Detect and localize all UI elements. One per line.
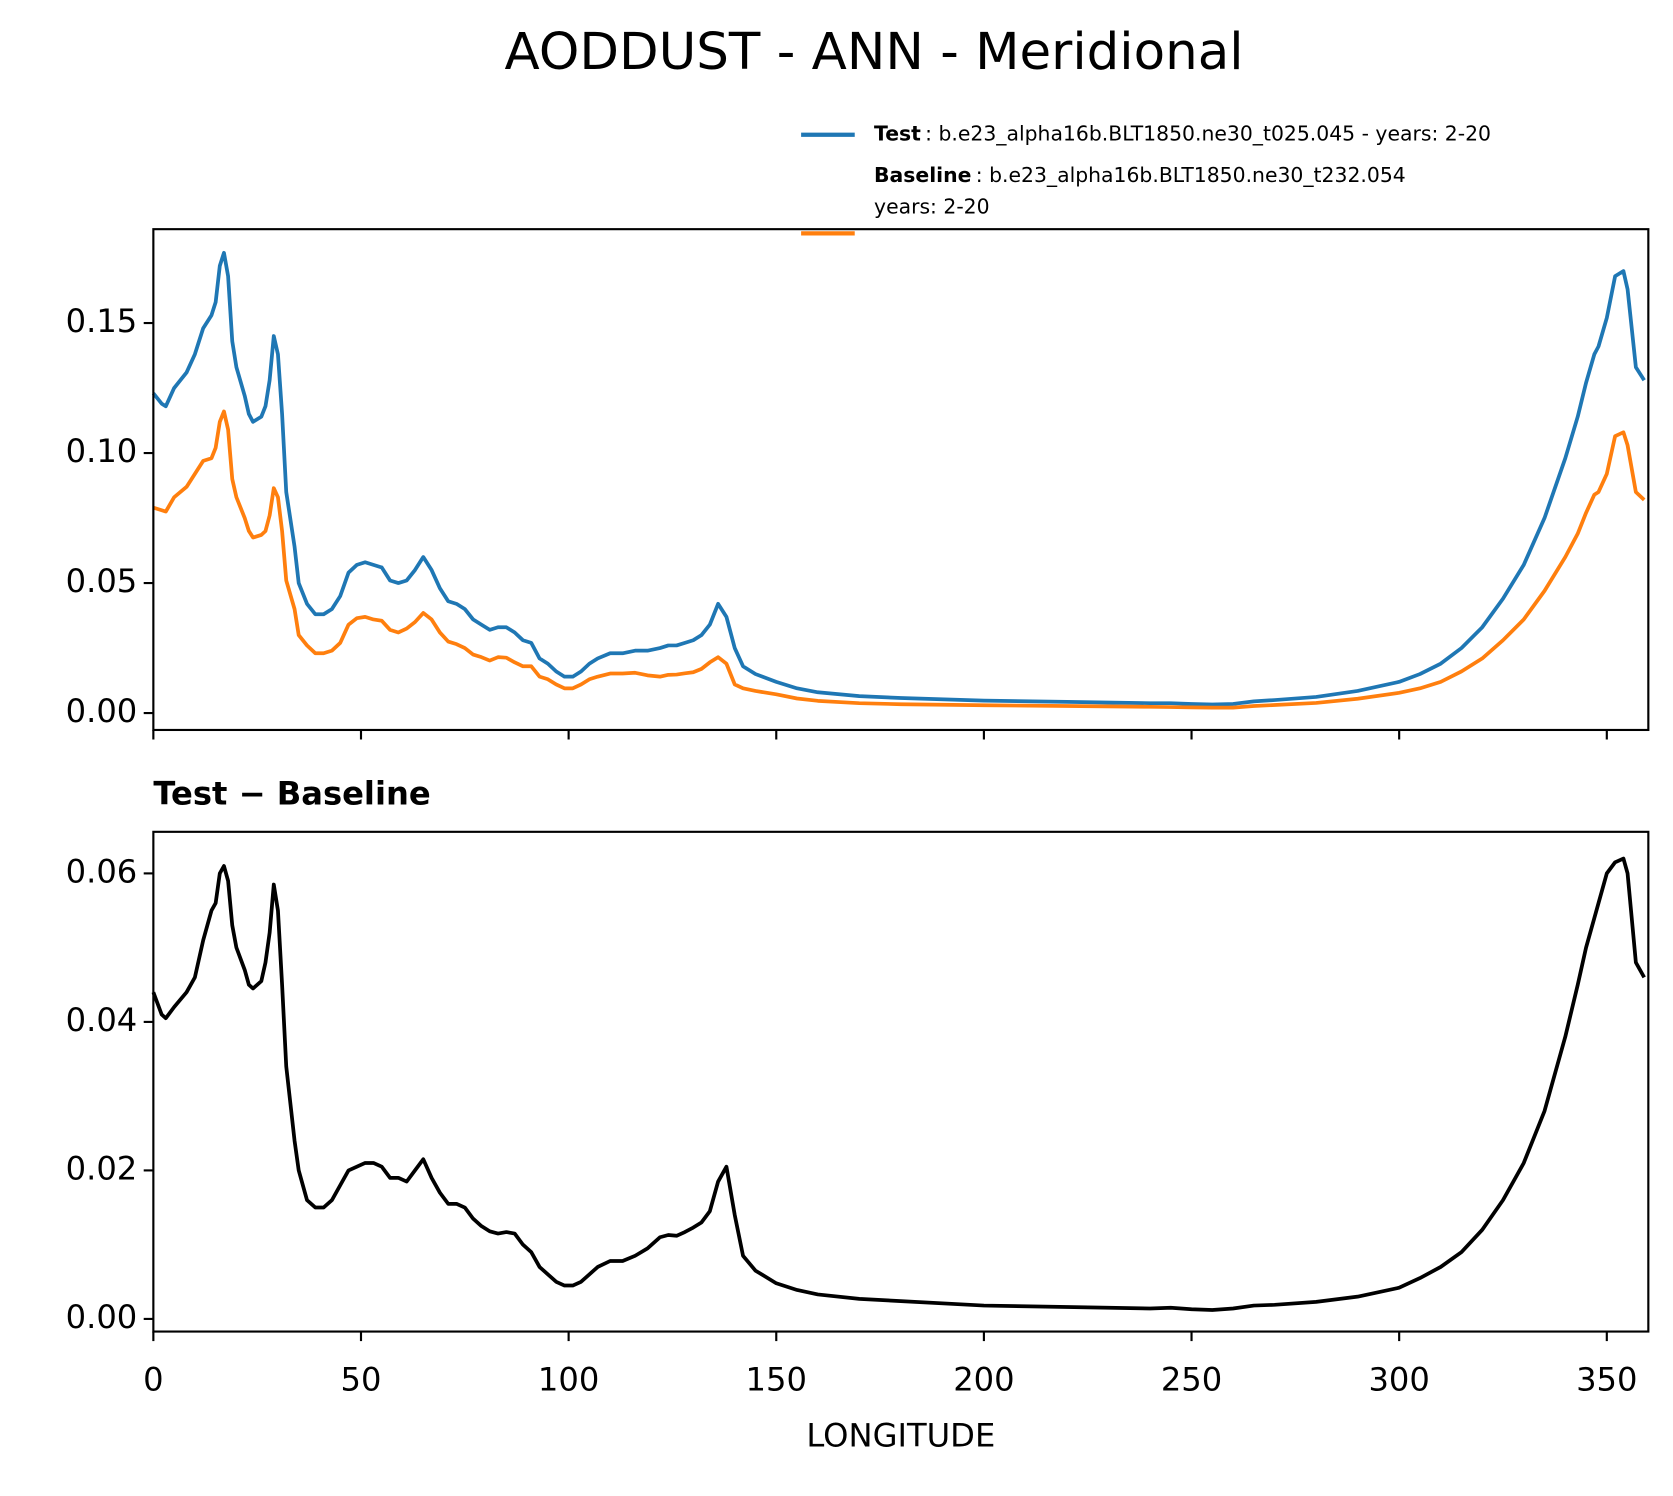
axes-title: Test − Baseline: [153, 775, 430, 813]
data-line: [151, 856, 1646, 1312]
legend-description: years: 2-20: [874, 195, 990, 219]
axes-frame: [152, 830, 1650, 1333]
y-tick-label: 0.00: [66, 1298, 138, 1336]
x-tick-label: 50: [341, 1361, 382, 1399]
y-tick-label: 0.15: [66, 302, 138, 340]
legend-description: : b.e23_alpha16b.BLT1850.ne30_t025.045 -…: [925, 121, 1491, 145]
x-tick-label: 0: [143, 1361, 163, 1399]
y-tick-label: 0.06: [66, 853, 138, 891]
x-tick-label: 350: [1576, 1361, 1637, 1399]
legend-entry: Baseline: b.e23_alpha16b.BLT1850.ne30_t2…: [874, 163, 1406, 187]
legend-entry: Test: b.e23_alpha16b.BLT1850.ne30_t025.0…: [874, 121, 1491, 145]
data-line: [152, 409, 1646, 710]
x-tick-label: 250: [1161, 1361, 1222, 1399]
legend-name: Test: [874, 121, 921, 145]
y-tick-label: 0.02: [66, 1150, 138, 1188]
y-tick-label: 0.04: [66, 1001, 138, 1039]
data-line: [151, 250, 1646, 707]
figure-title: AODDUST - ANN - Meridional: [505, 22, 1244, 82]
y-tick-label: 0.00: [66, 692, 138, 730]
x-tick-label: 150: [746, 1361, 807, 1399]
legend-name: Baseline: [874, 163, 971, 187]
legend-description: : b.e23_alpha16b.BLT1850.ne30_t232.054: [976, 163, 1406, 187]
y-tick-label: 0.05: [66, 562, 138, 600]
x-tick-label: 100: [538, 1361, 599, 1399]
x-tick-label: 200: [953, 1361, 1014, 1399]
axes-frame: [152, 228, 1650, 732]
y-tick-label: 0.10: [66, 432, 138, 470]
x-tick-label: 300: [1368, 1361, 1429, 1399]
x-axis-label: LONGITUDE: [806, 1417, 995, 1455]
